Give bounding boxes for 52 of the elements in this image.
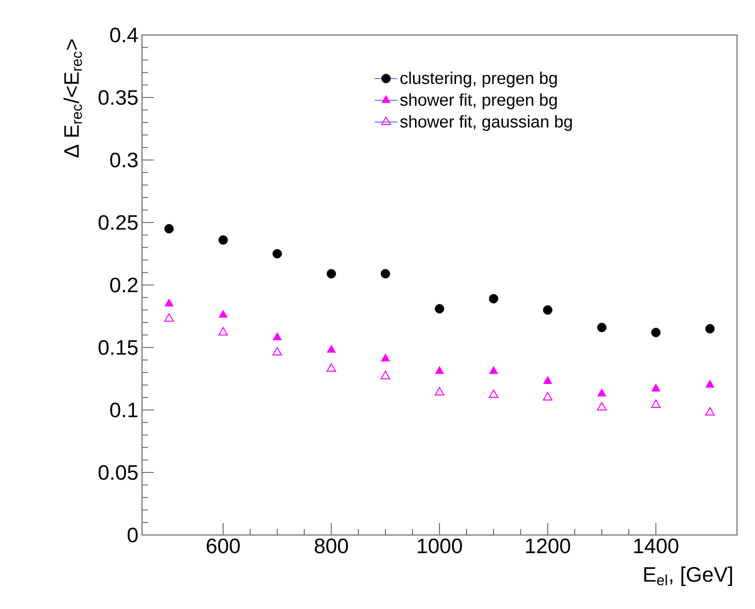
y-tick-label: 0.4	[110, 28, 138, 42]
point	[272, 347, 282, 356]
x-tick-label: 600	[206, 538, 240, 554]
point	[705, 324, 715, 334]
point	[434, 387, 444, 396]
y-tick-label: 0.05	[98, 465, 138, 480]
point	[705, 380, 714, 388]
legend-label: clustering, pregen bg	[400, 72, 557, 88]
x-tick-label: 1400	[634, 538, 678, 554]
point	[272, 332, 282, 340]
point	[380, 370, 390, 380]
point	[542, 392, 553, 400]
point	[488, 390, 498, 398]
point	[543, 376, 552, 384]
point	[326, 269, 336, 278]
point	[434, 304, 444, 314]
legend-label: shower fit, pregen bg	[400, 93, 557, 110]
point	[272, 249, 282, 258]
point	[651, 384, 660, 392]
y-tick-label: 0.2	[110, 278, 138, 292]
point	[597, 322, 606, 332]
y-tick-label: 0.1	[110, 402, 138, 418]
x-tick-label: 1000	[418, 538, 462, 554]
x-tick-label: 800	[314, 538, 348, 554]
legend-label: shower fit, gaussian bg	[400, 115, 572, 131]
y-tick-label: 0.3	[110, 152, 138, 168]
point	[380, 269, 390, 278]
point	[380, 354, 390, 362]
y-tick-label: 0.25	[98, 215, 138, 230]
point	[164, 224, 174, 234]
point	[651, 400, 661, 408]
point	[218, 235, 228, 245]
point	[218, 310, 228, 318]
point	[705, 407, 715, 416]
point	[597, 388, 606, 396]
point	[218, 327, 228, 336]
point	[164, 313, 174, 322]
y-tick-label: 0.35	[98, 90, 138, 105]
point	[326, 363, 336, 372]
x-tick-label: 1200	[526, 538, 570, 554]
point	[326, 344, 336, 353]
x-axis-title: E$_{el}$, [GeV]	[644, 566, 732, 586]
point	[543, 305, 552, 315]
point	[489, 366, 498, 374]
point	[434, 366, 444, 374]
y-axis-title: Δ E$_{rec}$/<E$_{rec}$>	[64, 40, 82, 158]
point	[488, 294, 498, 304]
point	[651, 328, 661, 338]
point	[596, 402, 607, 410]
point	[164, 298, 174, 306]
y-tick-label: 0.15	[98, 340, 138, 355]
y-tick-label: 0	[128, 528, 138, 542]
